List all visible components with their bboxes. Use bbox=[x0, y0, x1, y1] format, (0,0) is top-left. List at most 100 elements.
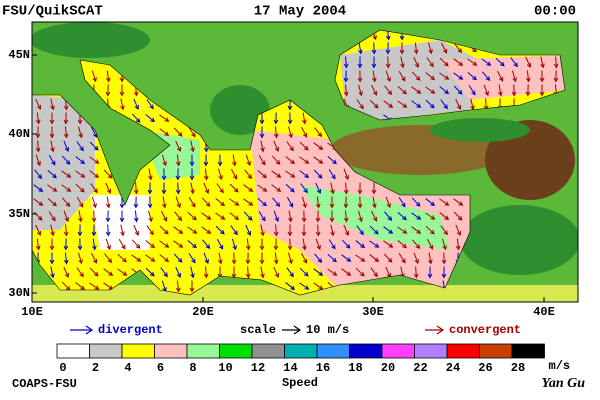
wind-arrow bbox=[145, 254, 156, 262]
wind-arrow bbox=[105, 210, 111, 223]
wind-arrow bbox=[89, 170, 100, 179]
wind-arrow bbox=[47, 184, 58, 192]
wind-arrow bbox=[35, 140, 41, 153]
wind-arrow bbox=[230, 225, 238, 236]
wind-arrow bbox=[328, 239, 336, 250]
wind-arrow bbox=[120, 224, 125, 237]
lat-label: 35N bbox=[8, 207, 30, 221]
scale-arrow bbox=[293, 325, 302, 335]
wind-arrow bbox=[271, 184, 282, 192]
wind-arrow bbox=[105, 238, 111, 251]
wind-arrow bbox=[75, 156, 86, 165]
colorbar-label: 24 bbox=[446, 361, 460, 375]
wind-arrow bbox=[481, 58, 492, 66]
wind-arrow bbox=[302, 112, 307, 125]
wind-arrow bbox=[147, 182, 153, 195]
wind-arrow bbox=[63, 266, 70, 279]
wind-arrow bbox=[105, 84, 111, 97]
wind-arrow bbox=[357, 196, 363, 209]
wind-arrow bbox=[411, 197, 421, 207]
wind-arrow bbox=[159, 225, 169, 235]
wind-arrow bbox=[173, 226, 184, 234]
wind-arrow bbox=[411, 100, 422, 108]
map-frame bbox=[31, 21, 579, 303]
wind-arrow bbox=[411, 86, 422, 94]
colorbar-box bbox=[381, 343, 415, 359]
wind-arrow bbox=[482, 71, 491, 82]
wind-arrow bbox=[63, 140, 70, 153]
lat-label: 30N bbox=[8, 286, 30, 300]
wind-arrow bbox=[356, 99, 364, 110]
colorbar-label: 8 bbox=[189, 361, 196, 375]
wind-arrow bbox=[315, 182, 322, 194]
wind-arrow bbox=[133, 98, 140, 111]
wind-arrow bbox=[148, 168, 153, 181]
wind-arrow bbox=[257, 169, 267, 179]
wind-arrow bbox=[90, 183, 98, 194]
wind-arrow bbox=[343, 84, 349, 97]
colorbar-label: 28 bbox=[511, 361, 525, 375]
wind-arrow bbox=[117, 268, 128, 276]
wind-arrow bbox=[287, 112, 293, 125]
wind-arrow bbox=[273, 210, 279, 223]
wind-arrow bbox=[385, 196, 391, 209]
wind-arrow bbox=[258, 155, 266, 166]
wind-arrow bbox=[75, 183, 85, 193]
legend-arrow bbox=[436, 325, 445, 335]
wind-arrow bbox=[370, 267, 378, 278]
wind-arrow bbox=[61, 155, 71, 165]
wind-arrow bbox=[61, 184, 72, 192]
wind-arrow bbox=[145, 267, 155, 277]
wind-arrow bbox=[146, 99, 154, 110]
wind-arrow bbox=[427, 266, 433, 279]
institution-label: COAPS-FSU bbox=[12, 377, 77, 391]
wind-arrow bbox=[49, 126, 55, 139]
wind-arrow bbox=[384, 85, 393, 96]
colorbar-label: 10 bbox=[218, 361, 232, 375]
colorbar-label: 18 bbox=[348, 361, 362, 375]
wind-arrow bbox=[413, 266, 419, 279]
wind-arrow bbox=[439, 212, 450, 221]
wind-arrow bbox=[301, 196, 307, 209]
wind-arrow bbox=[301, 126, 308, 138]
wind-arrow bbox=[425, 225, 435, 235]
wind-arrow bbox=[411, 71, 421, 81]
wind-arrow bbox=[245, 252, 251, 265]
wind-arrow bbox=[76, 196, 84, 208]
wind-arrow bbox=[76, 141, 84, 152]
wind-arrow bbox=[63, 112, 69, 125]
wind-arrow bbox=[33, 211, 43, 221]
wind-arrow bbox=[272, 197, 281, 208]
wind-arrow bbox=[161, 182, 167, 195]
date-label: 17 May 2004 bbox=[254, 4, 346, 20]
product-label: FSU/QuikSCAT bbox=[2, 4, 103, 20]
wind-arrow bbox=[330, 182, 335, 195]
wind-arrow bbox=[426, 238, 434, 250]
wind-arrow bbox=[343, 70, 349, 83]
colorbar-box bbox=[284, 343, 318, 359]
wind-arrow bbox=[371, 84, 378, 96]
colorbar-box bbox=[56, 343, 90, 359]
wind-arrow bbox=[483, 84, 489, 97]
wind-arrow bbox=[301, 210, 307, 223]
wind-arrow bbox=[131, 239, 141, 249]
colorbar-box bbox=[349, 343, 383, 359]
wind-arrow bbox=[50, 140, 55, 153]
wind-arrow bbox=[426, 57, 434, 68]
wind-arrow bbox=[288, 126, 293, 139]
wind-arrow bbox=[455, 224, 462, 236]
wind-arrow bbox=[439, 57, 449, 67]
wind-arrow bbox=[257, 184, 268, 192]
wind-arrow bbox=[35, 238, 41, 251]
wind-arrow bbox=[341, 254, 352, 262]
wind-arrow bbox=[400, 56, 405, 69]
wind-arrow bbox=[314, 253, 323, 264]
wind-arrow bbox=[313, 156, 324, 164]
wind-arrow bbox=[50, 266, 55, 279]
map bbox=[32, 22, 578, 302]
colorbar-box bbox=[316, 343, 350, 359]
wind-arrow bbox=[286, 196, 294, 208]
colorbar-label: 4 bbox=[124, 361, 131, 375]
colorbar-box bbox=[446, 343, 480, 359]
wind-arrow bbox=[259, 252, 265, 265]
